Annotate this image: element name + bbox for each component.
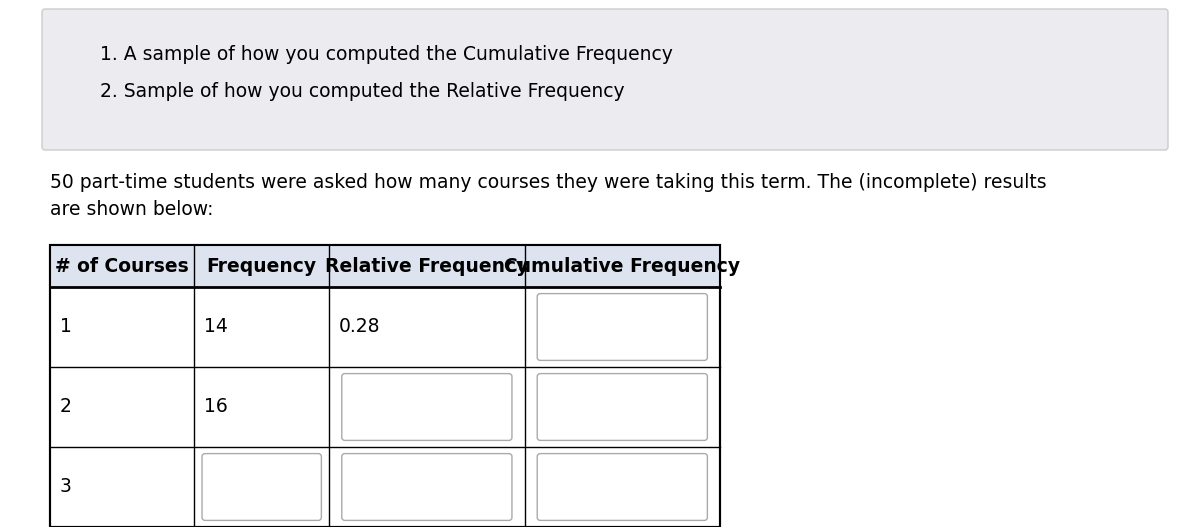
FancyBboxPatch shape xyxy=(538,294,707,360)
FancyBboxPatch shape xyxy=(538,374,707,441)
FancyBboxPatch shape xyxy=(342,374,512,441)
Text: 14: 14 xyxy=(204,317,228,337)
Text: 50 part-time students were asked how many courses they were taking this term. Th: 50 part-time students were asked how man… xyxy=(50,173,1046,192)
Text: 2: 2 xyxy=(60,397,72,416)
Bar xyxy=(50,245,720,527)
FancyBboxPatch shape xyxy=(342,454,512,520)
Text: 1: 1 xyxy=(60,317,72,337)
Text: 2. Sample of how you computed the Relative Frequency: 2. Sample of how you computed the Relati… xyxy=(100,82,625,101)
Text: Frequency: Frequency xyxy=(206,257,317,276)
FancyBboxPatch shape xyxy=(202,454,322,520)
Bar xyxy=(50,245,720,527)
Text: 1. A sample of how you computed the Cumulative Frequency: 1. A sample of how you computed the Cumu… xyxy=(100,45,673,64)
Text: 0.28: 0.28 xyxy=(340,317,380,337)
FancyBboxPatch shape xyxy=(42,9,1168,150)
Text: Relative Frequency: Relative Frequency xyxy=(325,257,528,276)
FancyBboxPatch shape xyxy=(538,454,707,520)
Text: 16: 16 xyxy=(204,397,228,416)
Bar xyxy=(50,245,720,287)
Text: 3: 3 xyxy=(60,477,72,496)
Text: # of Courses: # of Courses xyxy=(55,257,188,276)
Text: are shown below:: are shown below: xyxy=(50,200,214,219)
Text: Cumulative Frequency: Cumulative Frequency xyxy=(504,257,740,276)
